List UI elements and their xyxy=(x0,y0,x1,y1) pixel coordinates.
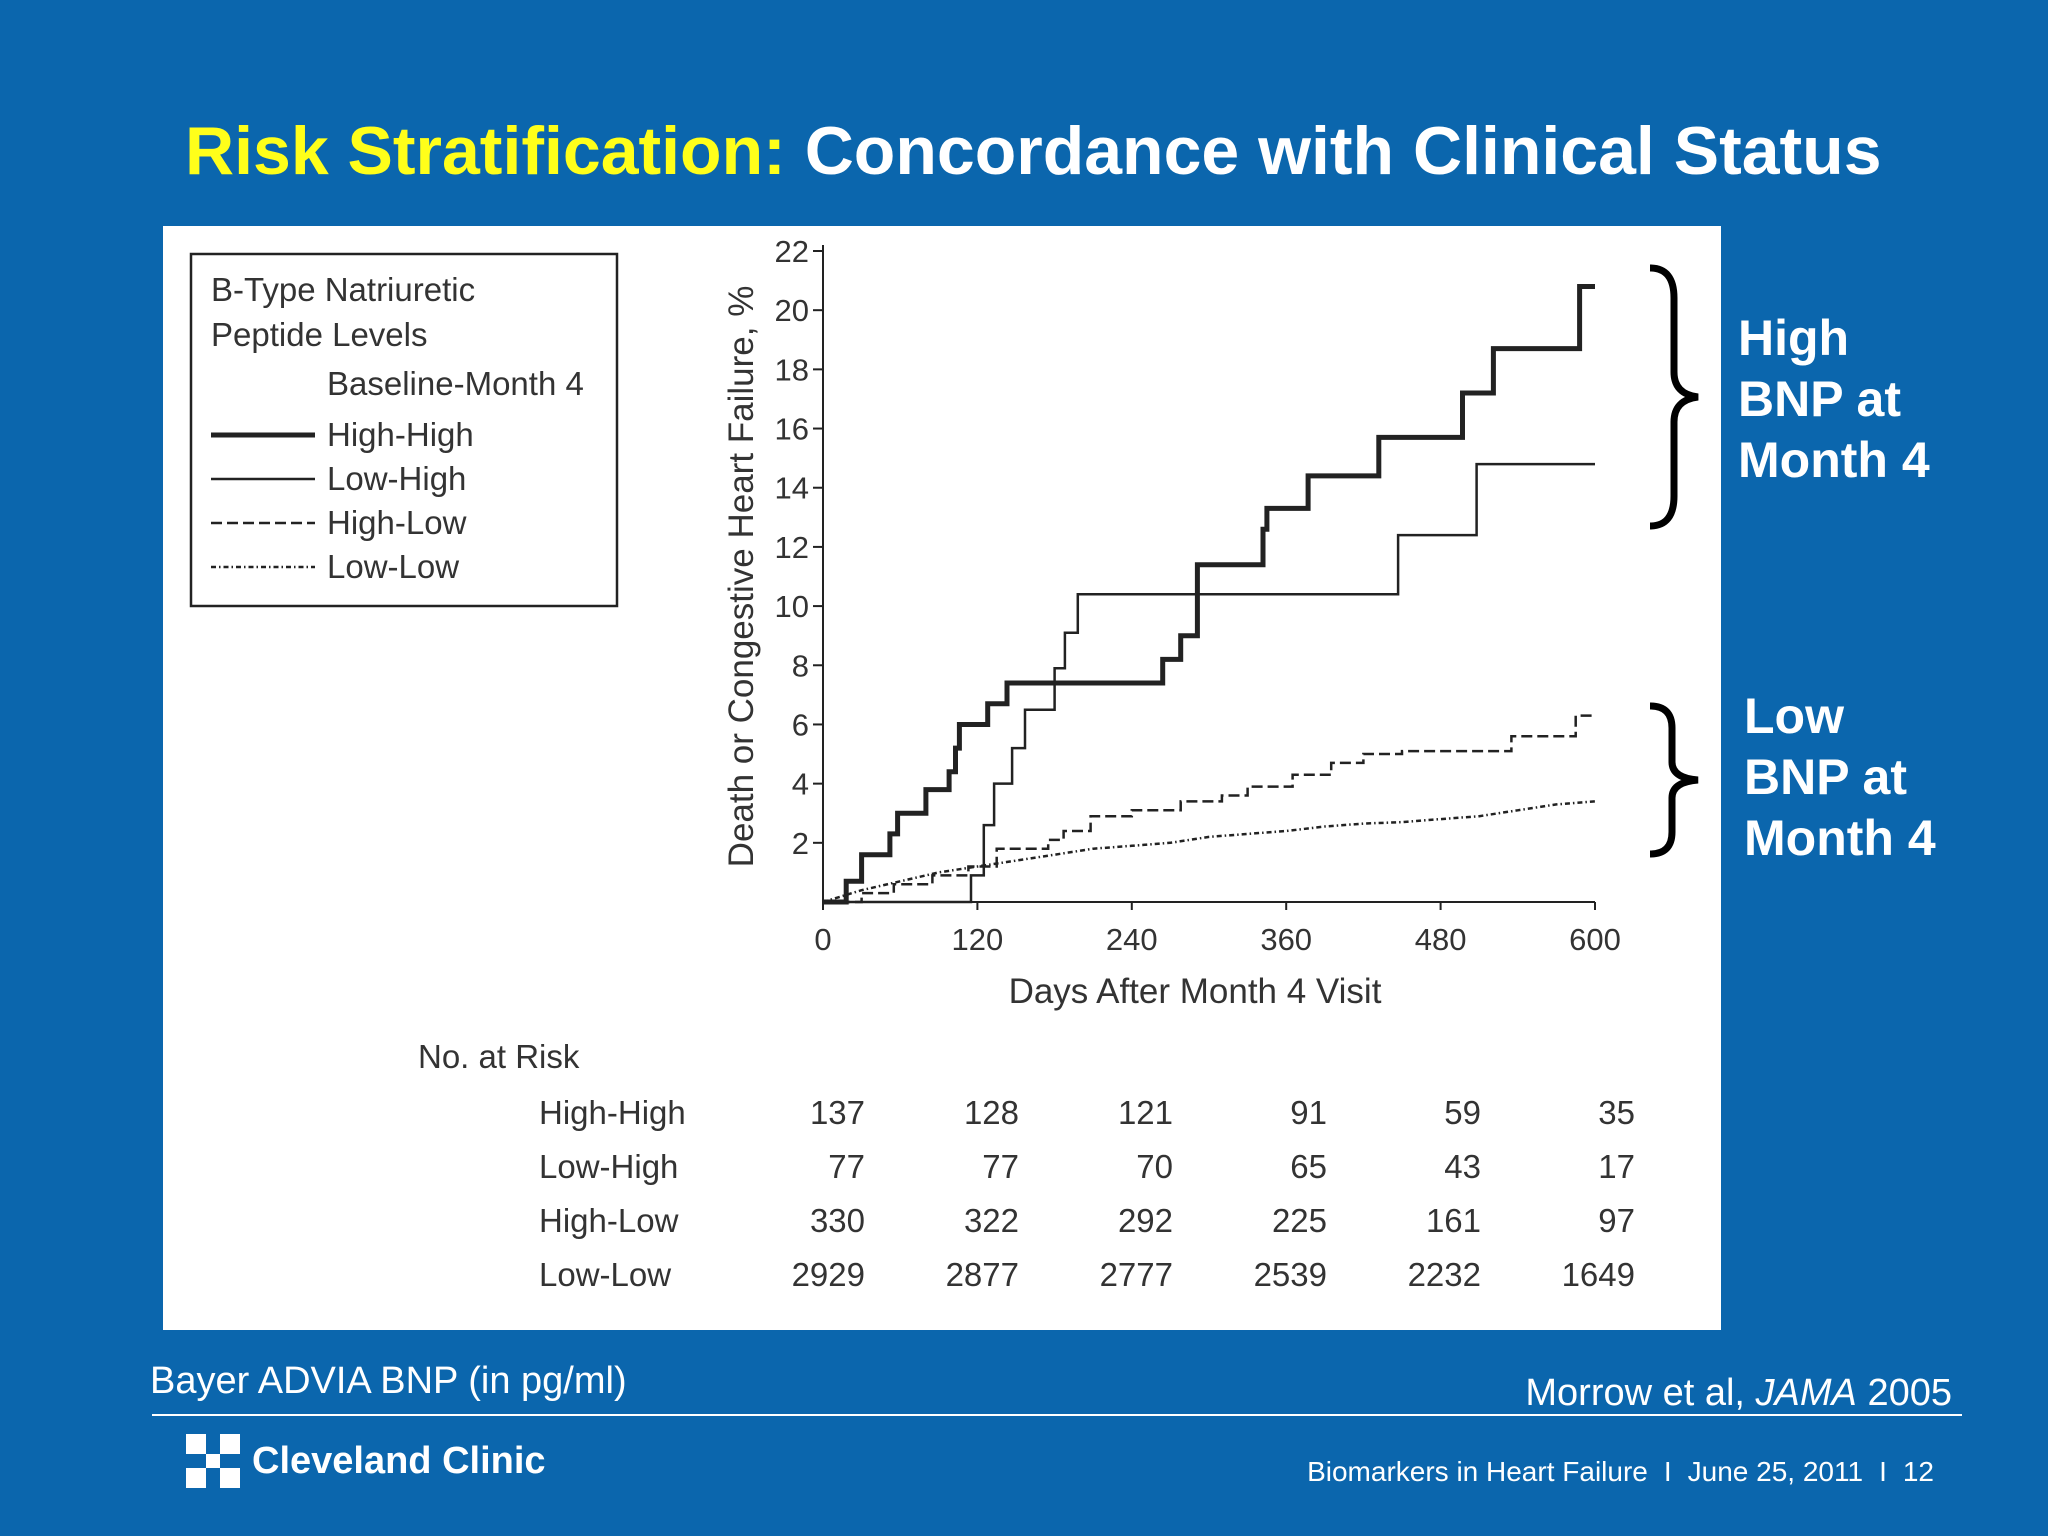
km-chart: 2 4 6 8 10 12 14 16 18 20 22 0 120 240 360 480 600 Days A… xyxy=(189,234,1635,1293)
y-tick-label: 14 xyxy=(775,471,809,506)
series-low-high-line xyxy=(823,462,1595,904)
legend-title: Peptide Levels xyxy=(211,316,427,353)
legend-label: High-High xyxy=(327,416,474,453)
at-risk-row-label: High-High xyxy=(539,1094,686,1131)
title-highlight: Risk Stratification: xyxy=(185,113,786,189)
low-bnp-brace-icon xyxy=(1649,702,1699,858)
footer-divider xyxy=(152,1414,1962,1416)
slide-title: Risk Stratification: Concordance with Cl… xyxy=(185,112,1882,190)
citation-journal: JAMA xyxy=(1755,1372,1857,1414)
y-tick-label: 22 xyxy=(775,234,809,269)
at-risk-value: 121 xyxy=(1118,1094,1173,1131)
at-risk-value: 77 xyxy=(982,1148,1019,1185)
legend-subtitle: Baseline-Month 4 xyxy=(327,365,584,402)
at-risk-value: 17 xyxy=(1598,1148,1635,1185)
at-risk-value: 322 xyxy=(964,1202,1019,1239)
at-risk-value: 35 xyxy=(1598,1094,1635,1131)
footer-separator: I xyxy=(1663,1456,1672,1487)
y-tick-label: 2 xyxy=(792,826,809,861)
citation-authors: Morrow et al, xyxy=(1525,1372,1756,1414)
at-risk-value: 330 xyxy=(810,1202,865,1239)
at-risk-value: 70 xyxy=(1136,1148,1173,1185)
at-risk-value: 2232 xyxy=(1408,1256,1481,1293)
chart-panel: 2 4 6 8 10 12 14 16 18 20 22 0 120 240 360 480 600 Days A… xyxy=(163,226,1721,1330)
at-risk-value: 137 xyxy=(810,1094,865,1131)
y-tick-label: 4 xyxy=(792,767,809,802)
y-tick-label: 16 xyxy=(775,412,809,447)
series-high-low-line xyxy=(823,714,1595,904)
citation: Morrow et al, JAMA 2005 xyxy=(1525,1372,1952,1415)
at-risk-value: 65 xyxy=(1290,1148,1327,1185)
at-risk-value: 225 xyxy=(1272,1202,1327,1239)
at-risk-value: 2877 xyxy=(946,1256,1019,1293)
citation-year: 2005 xyxy=(1856,1372,1952,1414)
y-tick-label: 10 xyxy=(775,589,809,624)
y-tick-label: 18 xyxy=(775,352,809,387)
x-tick-label: 360 xyxy=(1260,922,1312,957)
at-risk-value: 77 xyxy=(828,1148,865,1185)
y-tick-label: 20 xyxy=(775,293,809,328)
y-tick-label: 12 xyxy=(775,530,809,565)
footer-date: June 25, 2011 xyxy=(1687,1456,1864,1487)
at-risk-value: 43 xyxy=(1444,1148,1481,1185)
y-axis-title: Death or Congestive Heart Failure, % xyxy=(722,286,761,868)
footer-topic: Biomarkers in Heart Failure xyxy=(1307,1456,1648,1487)
logo-text: Cleveland Clinic xyxy=(252,1439,546,1482)
at-risk-value: 161 xyxy=(1426,1202,1481,1239)
x-tick-label: 480 xyxy=(1415,922,1467,957)
at-risk-value: 1649 xyxy=(1562,1256,1635,1293)
at-risk-value: 2929 xyxy=(792,1256,865,1293)
at-risk-row-label: High-Low xyxy=(539,1202,679,1239)
x-tick-label: 600 xyxy=(1569,922,1621,957)
assay-note: Bayer ADVIA BNP (in pg/ml) xyxy=(150,1360,627,1402)
low-bnp-label: Low BNP at Month 4 xyxy=(1744,688,1936,866)
high-bnp-brace-icon xyxy=(1649,264,1699,530)
at-risk-value: 292 xyxy=(1118,1202,1173,1239)
at-risk-value: 128 xyxy=(964,1094,1019,1131)
legend-title: B-Type Natriuretic xyxy=(211,271,475,308)
legend-label: Low-High xyxy=(327,460,466,497)
title-main: Concordance with Clinical Status xyxy=(804,113,1882,189)
y-tick-label: 6 xyxy=(792,707,809,742)
high-bnp-label: High BNP at Month 4 xyxy=(1738,310,1930,488)
at-risk-value: 2777 xyxy=(1100,1256,1173,1293)
at-risk-row-label: Low-Low xyxy=(539,1256,671,1293)
x-tick-label: 0 xyxy=(814,922,831,957)
legend-label: Low-Low xyxy=(327,548,459,585)
x-tick-label: 120 xyxy=(952,922,1004,957)
footer: Biomarkers in Heart Failure I June 25, 201… xyxy=(1307,1456,1934,1488)
at-risk-value: 91 xyxy=(1290,1094,1327,1131)
series-low-low-line xyxy=(822,800,1596,904)
at-risk-value: 97 xyxy=(1598,1202,1635,1239)
legend-label: High-Low xyxy=(327,504,467,541)
series-high-high-line xyxy=(823,284,1595,905)
legend-box xyxy=(189,252,619,608)
x-axis-title: Days After Month 4 Visit xyxy=(1009,972,1382,1011)
footer-separator: I xyxy=(1879,1456,1887,1487)
at-risk-value: 2539 xyxy=(1254,1256,1327,1293)
at-risk-value: 59 xyxy=(1444,1094,1481,1131)
at-risk-header: No. at Risk xyxy=(418,1038,580,1075)
at-risk-row-label: Low-High xyxy=(539,1148,678,1185)
footer-page: 12 xyxy=(1902,1456,1934,1487)
x-tick-label: 240 xyxy=(1106,922,1158,957)
clinic-cross-icon xyxy=(186,1434,240,1488)
cleveland-clinic-logo: Cleveland Clinic xyxy=(186,1434,546,1488)
y-tick-label: 8 xyxy=(792,648,809,683)
